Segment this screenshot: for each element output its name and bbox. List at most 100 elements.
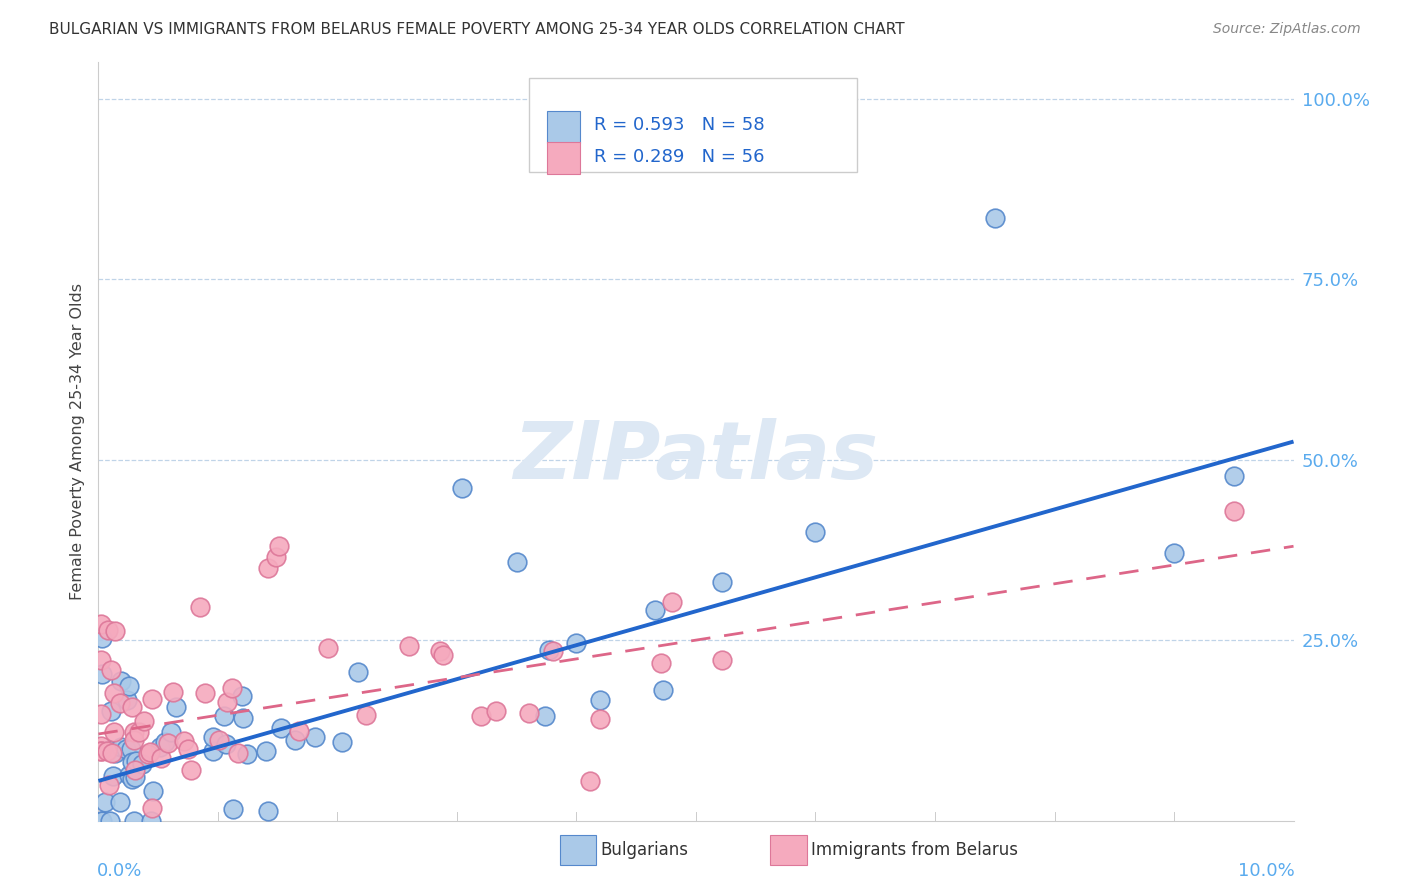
Point (149, 739, 172, 754)
Point (517, 706, 540, 720)
Point (579, 773, 602, 788)
Point (565, 635, 588, 649)
Point (589, 712, 612, 726)
Text: ZIPatlas: ZIPatlas (513, 417, 879, 496)
FancyBboxPatch shape (529, 78, 858, 172)
Point (101, 746, 124, 760)
Point (159, 725, 181, 739)
Point (131, 757, 153, 772)
Point (110, 739, 132, 754)
Point (589, 693, 612, 707)
Text: Immigrants from Belarus: Immigrants from Belarus (811, 841, 1018, 859)
Point (121, 755, 143, 769)
Point (124, 732, 146, 747)
Point (217, 695, 239, 709)
Point (103, 724, 125, 739)
Point (177, 741, 200, 756)
Point (122, 814, 145, 828)
Point (208, 732, 231, 747)
Point (1223, 468, 1246, 483)
Point (90, 707, 112, 722)
Point (485, 704, 508, 718)
Point (98, 814, 121, 828)
Point (141, 814, 163, 828)
Point (267, 539, 290, 553)
Point (226, 746, 249, 760)
Point (104, 747, 127, 761)
Point (90, 739, 112, 754)
Point (90, 617, 112, 632)
Point (97, 623, 120, 637)
Point (429, 643, 451, 657)
Point (710, 653, 733, 667)
Point (141, 800, 163, 814)
Point (142, 784, 165, 798)
Point (122, 724, 145, 739)
Point (108, 696, 131, 710)
Point (98, 779, 121, 793)
Point (90, 814, 112, 828)
Point (222, 802, 245, 816)
Bar (547, 111, 581, 143)
Point (256, 561, 278, 575)
Point (284, 732, 307, 747)
Point (398, 639, 420, 653)
Point (221, 681, 243, 696)
Point (108, 795, 131, 809)
Point (98, 743, 121, 757)
Point (661, 595, 683, 609)
Point (194, 686, 217, 700)
Point (125, 754, 148, 768)
Point (537, 643, 560, 657)
Point (110, 673, 132, 688)
Point (117, 679, 139, 693)
Text: R = 0.289   N = 56: R = 0.289 N = 56 (595, 147, 765, 166)
Bar (547, 142, 581, 174)
Point (188, 599, 211, 614)
Text: Bulgarians: Bulgarians (600, 841, 689, 859)
Point (254, 744, 277, 758)
Point (141, 692, 163, 706)
Point (304, 730, 326, 744)
Point (470, 708, 492, 723)
Point (541, 644, 564, 658)
Point (90, 744, 112, 758)
Point (1163, 546, 1185, 560)
Point (651, 683, 673, 698)
Point (232, 711, 254, 725)
Point (202, 731, 225, 745)
Point (212, 709, 235, 723)
Point (104, 624, 127, 639)
Point (235, 747, 257, 762)
Point (432, 648, 454, 662)
Point (124, 763, 146, 777)
Point (118, 767, 141, 781)
Point (711, 574, 734, 589)
Point (215, 738, 238, 752)
Point (120, 741, 142, 756)
Point (90, 744, 112, 758)
Point (534, 709, 557, 723)
Point (90, 632, 112, 646)
Point (100, 664, 122, 678)
Point (984, 211, 1007, 225)
Point (288, 723, 311, 738)
Point (149, 751, 172, 765)
Point (180, 763, 202, 777)
Point (103, 686, 125, 700)
Point (128, 725, 150, 739)
Point (121, 700, 143, 714)
Text: Source: ZipAtlas.com: Source: ZipAtlas.com (1213, 22, 1361, 37)
Point (173, 734, 195, 748)
Point (134, 714, 156, 729)
Point (138, 745, 160, 759)
Point (264, 550, 287, 565)
Point (451, 482, 474, 496)
Point (231, 689, 253, 703)
Text: 10.0%: 10.0% (1237, 863, 1295, 880)
Point (157, 736, 180, 750)
Point (506, 555, 529, 569)
Point (96, 744, 118, 758)
Text: BULGARIAN VS IMMIGRANTS FROM BELARUS FEMALE POVERTY AMONG 25-34 YEAR OLDS CORREL: BULGARIAN VS IMMIGRANTS FROM BELARUS FEM… (49, 22, 905, 37)
Point (318, 640, 340, 655)
